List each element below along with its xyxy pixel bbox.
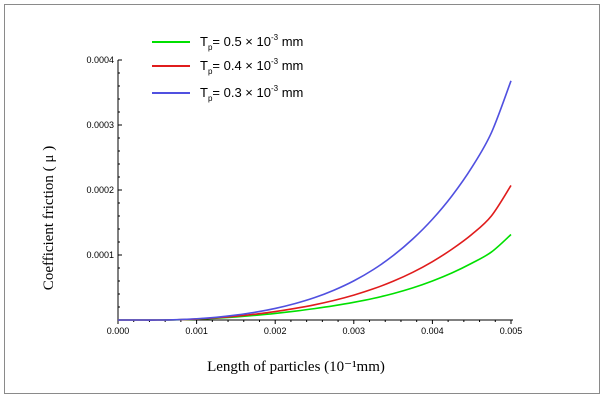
legend-label-part: = 0.4 × 10 bbox=[212, 58, 271, 73]
x-tick-label: 0.004 bbox=[421, 326, 444, 336]
legend-label-part: p bbox=[208, 94, 213, 103]
legend-label-part: = 0.3 × 10 bbox=[212, 85, 271, 100]
series-layer bbox=[117, 80, 512, 321]
legend-label-part: mm bbox=[278, 85, 303, 100]
legend-label: Tp= 0.3 × 10-3 mm bbox=[200, 84, 303, 103]
series-line bbox=[117, 233, 512, 321]
legend-label-part: -3 bbox=[271, 57, 279, 66]
legend-label-part: mm bbox=[278, 34, 303, 49]
x-tick-label: 0.001 bbox=[185, 326, 208, 336]
legend-label-part: mm bbox=[278, 58, 303, 73]
y-tick-label: 0.0002 bbox=[86, 185, 114, 195]
series-line bbox=[117, 185, 512, 321]
x-tick-label: 0.003 bbox=[343, 326, 366, 336]
legend-label-part: = 0.5 × 10 bbox=[212, 34, 271, 49]
series-line bbox=[117, 80, 512, 321]
legend-label-part: -3 bbox=[271, 84, 279, 93]
y-axis-title: Coefficient friction ( μ ) bbox=[41, 146, 57, 290]
x-tick-label: 0.002 bbox=[264, 326, 287, 336]
chart-frame bbox=[4, 4, 600, 394]
x-tick-label: 0.005 bbox=[500, 326, 523, 336]
y-tick-label: 0.0004 bbox=[86, 55, 114, 65]
legend-label-part: T bbox=[200, 58, 208, 73]
legend-label-part: -3 bbox=[271, 33, 279, 42]
legend-label: Tp= 0.4 × 10-3 mm bbox=[200, 57, 303, 76]
y-tick-label: 0.0003 bbox=[86, 120, 114, 130]
axes: 0.000 0.001 0.002 0.003 0.004 0.005 0.0001 0.00… bbox=[86, 55, 522, 336]
y-tick-label: 0.0001 bbox=[86, 250, 114, 260]
x-axis-title: Length of particles (10⁻¹mm) bbox=[207, 359, 385, 375]
legend-label-part: p bbox=[208, 43, 213, 52]
legend-label: Tp= 0.5 × 10-3 mm bbox=[200, 33, 303, 52]
legend-label-part: p bbox=[208, 67, 213, 76]
x-tick-label: 0.000 bbox=[107, 326, 130, 336]
legend-label-part: T bbox=[200, 34, 208, 49]
legend-label-part: T bbox=[200, 85, 208, 100]
